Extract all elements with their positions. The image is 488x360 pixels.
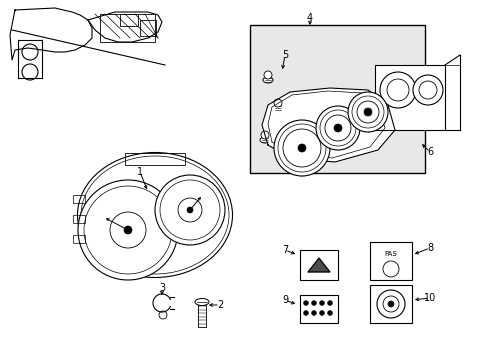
Text: 7: 7 [281, 245, 287, 255]
Circle shape [327, 301, 332, 306]
Circle shape [347, 92, 387, 132]
Circle shape [412, 75, 442, 105]
Bar [299, 295, 337, 323]
Ellipse shape [263, 77, 272, 83]
Bar [299, 250, 337, 280]
Text: PAS: PAS [384, 251, 397, 257]
Circle shape [124, 226, 132, 234]
Circle shape [315, 106, 359, 150]
Text: 5: 5 [281, 50, 287, 60]
Ellipse shape [272, 105, 283, 111]
Circle shape [311, 301, 316, 306]
Circle shape [273, 99, 282, 107]
Circle shape [319, 310, 324, 315]
Ellipse shape [195, 298, 208, 306]
Circle shape [264, 71, 271, 79]
Circle shape [78, 180, 178, 280]
Bar [120, 14, 138, 26]
Bar [369, 242, 411, 280]
Bar [100, 14, 155, 42]
Bar [140, 20, 156, 36]
Circle shape [333, 124, 341, 132]
Text: 2: 2 [217, 300, 223, 310]
Circle shape [297, 144, 305, 152]
Text: 10: 10 [423, 293, 435, 303]
Bar [249, 25, 424, 173]
Bar [73, 235, 85, 243]
Bar [73, 215, 85, 223]
Circle shape [311, 310, 316, 315]
Bar [198, 305, 205, 327]
Circle shape [155, 175, 224, 245]
Bar [369, 285, 411, 323]
Bar [125, 153, 184, 165]
Circle shape [303, 310, 308, 315]
Ellipse shape [260, 137, 269, 143]
Polygon shape [262, 88, 394, 162]
Bar [374, 65, 444, 130]
Bar [73, 195, 85, 203]
Circle shape [319, 301, 324, 306]
Text: 9: 9 [282, 295, 287, 305]
Text: 4: 4 [306, 13, 312, 23]
Circle shape [379, 72, 415, 108]
Text: 6: 6 [426, 147, 432, 157]
Text: 3: 3 [159, 283, 165, 293]
Text: 8: 8 [426, 243, 432, 253]
Polygon shape [307, 258, 329, 272]
Ellipse shape [77, 153, 232, 278]
Circle shape [186, 207, 193, 213]
Circle shape [363, 108, 371, 116]
Bar [444, 65, 459, 130]
Text: 1: 1 [137, 167, 143, 177]
Circle shape [327, 310, 332, 315]
Circle shape [261, 131, 268, 139]
Circle shape [303, 301, 308, 306]
Circle shape [273, 120, 329, 176]
Circle shape [387, 301, 393, 307]
